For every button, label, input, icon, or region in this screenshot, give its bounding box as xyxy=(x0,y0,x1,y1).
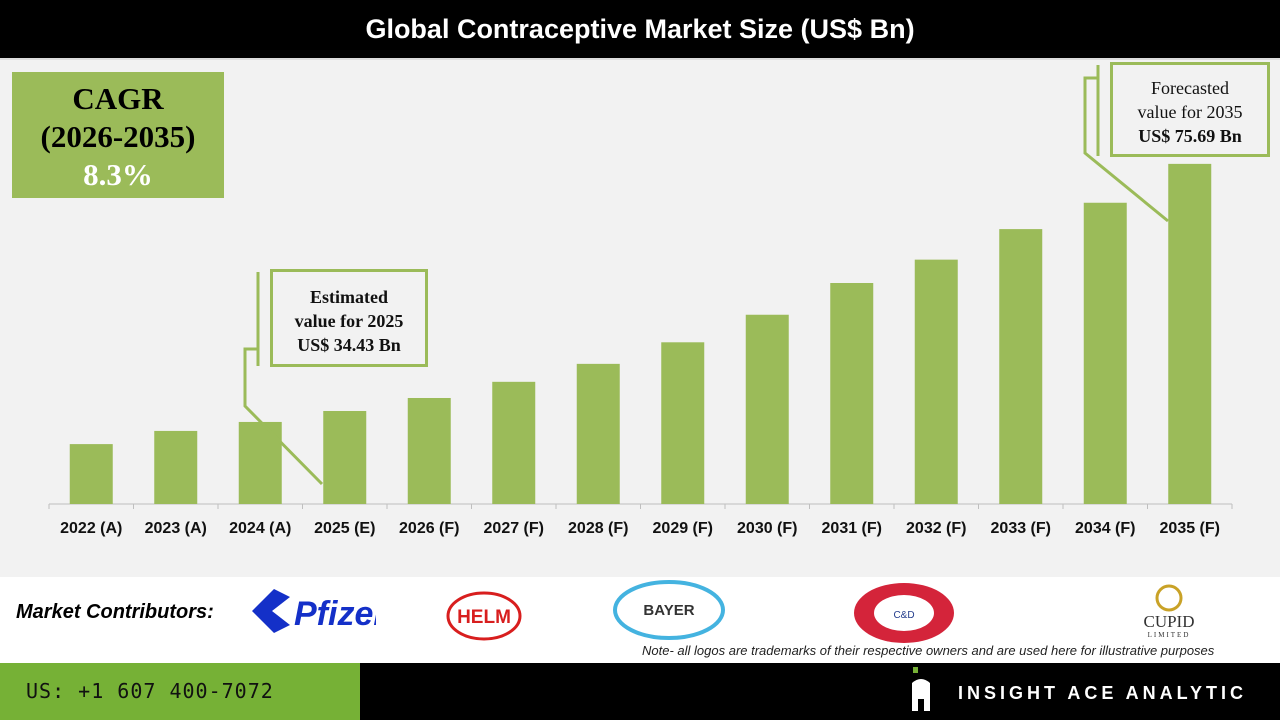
svg-text:HELM: HELM xyxy=(457,607,511,628)
x-tick-label: 2034 (F) xyxy=(1075,520,1135,537)
x-tick-label: 2029 (F) xyxy=(653,520,713,537)
bar xyxy=(830,283,874,504)
cagr-period: (2026-2035) xyxy=(40,119,196,154)
svg-text:LIMITED: LIMITED xyxy=(1148,631,1191,639)
x-tick-label: 2026 (F) xyxy=(399,520,459,537)
bar-chart: 2022 (A) 2023 (A) 2024 (A) 2025 (E) 2026 (F)… xyxy=(48,65,1233,537)
contributors-strip: Market Contributors: Pfizer HELM BAYER C… xyxy=(0,577,1280,663)
svg-text:Pfizer: Pfizer xyxy=(294,595,376,633)
cupid-logo: CUPID LIMITED xyxy=(1143,584,1195,639)
x-tick-label: 2023 (A) xyxy=(145,520,207,537)
bar xyxy=(1168,163,1212,504)
callout-value: US$ 34.43 Bn xyxy=(297,335,401,355)
cagr-label: CAGR xyxy=(72,81,164,116)
callout-2035-leader xyxy=(1083,76,1169,223)
chart-area: 2022 (A) 2023 (A) 2024 (A) 2025 (E) 2026 (F)… xyxy=(0,58,1280,577)
callout-2035: Forecasted value for 2035 US$ 75.69 Bn xyxy=(1110,62,1270,157)
callout-line: Forecasted xyxy=(1151,78,1229,98)
phone-number: US: +1 607 400-7072 xyxy=(0,663,360,720)
bar xyxy=(576,363,620,504)
brand-name: INSIGHT ACE ANALYTIC xyxy=(958,683,1248,703)
church-dwight-logo: C&D xyxy=(854,583,954,643)
x-tick-label: 2025 (E) xyxy=(314,520,375,537)
x-tick-label: 2033 (F) xyxy=(991,520,1051,537)
bar xyxy=(154,430,198,504)
callout-line: value for 2035 xyxy=(1137,102,1243,122)
svg-text:BAYER: BAYER xyxy=(643,602,694,619)
bar xyxy=(323,410,367,504)
trademark-note: Note- all logos are trademarks of their … xyxy=(642,643,1215,658)
bar xyxy=(407,397,451,504)
bayer-logo: BAYER xyxy=(613,580,725,640)
cagr-box: CAGR (2026-2035) 8.3% xyxy=(12,72,224,198)
cagr-value: 8.3% xyxy=(83,157,153,192)
x-tick-label: 2028 (F) xyxy=(568,520,628,537)
x-tick-label: 2030 (F) xyxy=(737,520,797,537)
bar xyxy=(69,444,113,504)
svg-text:CUPID: CUPID xyxy=(1143,612,1194,631)
bar xyxy=(914,259,958,504)
x-tick-label: 2031 (F) xyxy=(822,520,882,537)
helm-logo: HELM xyxy=(446,591,522,641)
contributors-label: Market Contributors: xyxy=(16,601,214,623)
x-tick-label: 2032 (F) xyxy=(906,520,966,537)
bar xyxy=(745,314,789,504)
callout-value: US$ 75.69 Bn xyxy=(1138,126,1242,146)
bar xyxy=(661,342,705,504)
pfizer-logo: Pfizer xyxy=(252,589,376,633)
brand-icon xyxy=(912,667,930,711)
x-tick-label: 2027 (F) xyxy=(484,520,544,537)
callout-2025: Estimated value for 2025 US$ 34.43 Bn xyxy=(270,269,428,367)
chart-title: Global Contraceptive Market Size (US$ Bn… xyxy=(0,0,1280,58)
bar xyxy=(238,421,282,504)
x-tick-label: 2024 (A) xyxy=(229,520,291,537)
footer-bar xyxy=(360,663,1280,720)
callout-2025-leader xyxy=(243,347,324,486)
x-tick-label: 2035 (F) xyxy=(1160,520,1220,537)
callout-line: value for 2025 xyxy=(294,311,404,331)
bar xyxy=(999,229,1043,504)
bar xyxy=(492,381,536,504)
svg-text:C&D: C&D xyxy=(893,610,914,621)
bar xyxy=(1083,202,1127,505)
callout-line: Estimated xyxy=(310,287,388,307)
x-tick-label: 2022 (A) xyxy=(60,520,122,537)
